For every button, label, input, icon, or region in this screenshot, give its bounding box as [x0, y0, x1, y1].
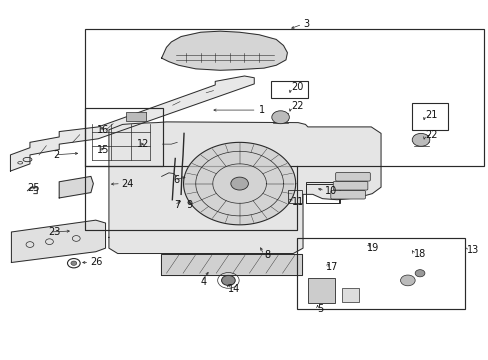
Text: 24: 24	[122, 179, 134, 189]
FancyBboxPatch shape	[330, 190, 365, 199]
Polygon shape	[11, 220, 105, 262]
Circle shape	[400, 275, 414, 286]
FancyBboxPatch shape	[335, 172, 369, 181]
Bar	[84, 108, 162, 166]
Text: 6: 6	[173, 175, 180, 185]
Text: 7: 7	[173, 200, 180, 210]
Bar	[297, 238, 464, 309]
Circle shape	[414, 270, 424, 277]
Polygon shape	[109, 122, 380, 253]
Bar	[84, 30, 484, 166]
Text: 4: 4	[200, 277, 206, 287]
Text: 3: 3	[303, 19, 308, 29]
Text: 13: 13	[466, 245, 478, 255]
Text: 22: 22	[290, 102, 303, 112]
Text: 15: 15	[97, 145, 109, 155]
Text: 5: 5	[317, 304, 323, 314]
Text: 12: 12	[137, 139, 149, 149]
Text: 25: 25	[27, 183, 40, 193]
Text: 26: 26	[90, 257, 102, 267]
FancyBboxPatch shape	[332, 181, 367, 190]
Bar	[341, 288, 358, 302]
Polygon shape	[10, 76, 254, 171]
Bar	[305, 182, 338, 203]
Text: 8: 8	[264, 250, 269, 260]
Text: 21: 21	[424, 110, 436, 120]
Text: 14: 14	[228, 284, 240, 294]
Bar	[126, 112, 145, 121]
Text: 16: 16	[97, 125, 109, 135]
Text: 18: 18	[413, 248, 426, 258]
Text: 19: 19	[366, 243, 379, 253]
Bar	[305, 184, 339, 203]
Text: 1: 1	[259, 105, 264, 115]
Circle shape	[271, 111, 289, 124]
Polygon shape	[161, 31, 287, 70]
Circle shape	[230, 177, 248, 190]
Circle shape	[411, 134, 429, 146]
Polygon shape	[59, 176, 93, 198]
Circle shape	[71, 261, 77, 265]
Circle shape	[183, 142, 295, 225]
Bar	[411, 103, 447, 130]
Text: 2: 2	[53, 150, 60, 160]
Text: 20: 20	[290, 82, 303, 93]
Text: 22: 22	[424, 130, 437, 140]
Bar	[288, 190, 302, 203]
Text: 9: 9	[185, 200, 192, 210]
Text: 17: 17	[326, 262, 338, 272]
Circle shape	[221, 275, 235, 285]
Polygon shape	[160, 253, 302, 275]
Text: 10: 10	[325, 186, 337, 196]
Text: 23: 23	[48, 227, 61, 237]
Bar	[307, 278, 334, 303]
Bar	[271, 81, 307, 98]
Text: 11: 11	[292, 197, 304, 207]
